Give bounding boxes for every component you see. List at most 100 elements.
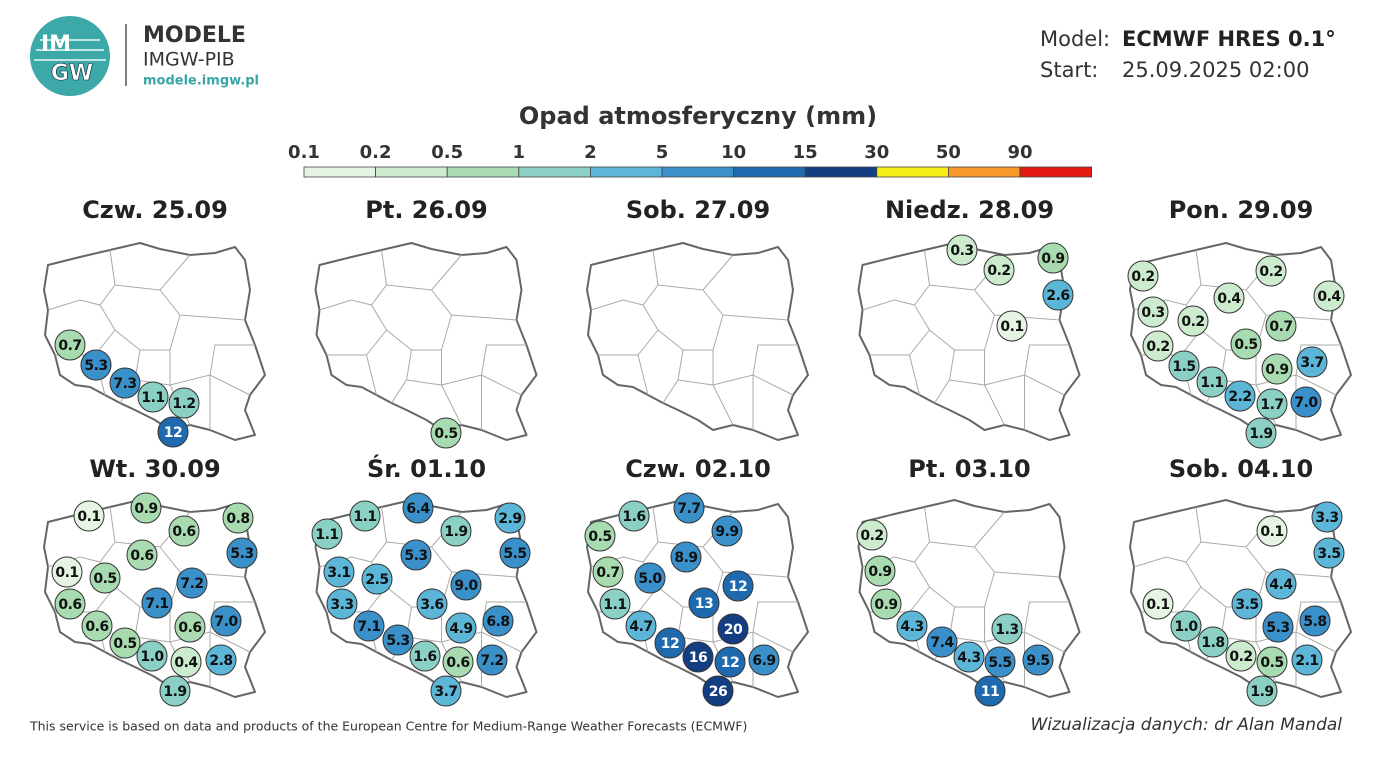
station-value: 3.5: [1235, 597, 1258, 613]
panel-title: Pt. 03.10: [908, 455, 1030, 483]
panel-title: Pt. 26.09: [365, 196, 487, 224]
station-marker: [996, 310, 1028, 342]
station-value: 26: [709, 684, 727, 700]
station-value: 0.4: [1217, 291, 1241, 307]
station-value: 0.9: [1041, 251, 1064, 267]
station-value: 0.9: [134, 501, 157, 517]
panel-title: Czw. 25.09: [82, 196, 228, 224]
station-marker: [1261, 353, 1293, 385]
legend-swatch: [375, 166, 448, 178]
station-value: 20: [724, 622, 743, 638]
station-marker: [1230, 328, 1262, 360]
station-value: 1.7: [1260, 397, 1283, 413]
model-label: Model:: [1040, 27, 1110, 51]
station-marker: [73, 500, 105, 532]
station-marker: [688, 587, 720, 619]
station-value: 0.5: [1260, 655, 1283, 671]
station-value: 0.2: [860, 528, 883, 544]
station-marker: [109, 367, 141, 399]
station-marker: [856, 519, 888, 551]
station-value: 1.1: [603, 597, 626, 613]
legend-tick-label: 0.2: [360, 142, 392, 163]
station-value: 5.0: [638, 571, 662, 587]
start-label: Start:: [1040, 58, 1098, 82]
station-marker: [157, 416, 189, 448]
map-outline: [857, 242, 1081, 441]
station-value: 12: [721, 655, 739, 671]
station-marker: [136, 640, 168, 672]
station-marker: [1177, 305, 1209, 337]
station-value: 1.0: [140, 649, 164, 665]
station-value: 0.2: [1181, 314, 1204, 330]
station-value: 3.3: [330, 597, 353, 613]
station-value: 1.9: [1250, 684, 1273, 700]
station-marker: [89, 562, 121, 594]
station-marker: [1265, 568, 1297, 600]
legend-tick-label: 15: [793, 142, 818, 163]
station-value: 0.9: [868, 564, 891, 580]
station-marker: [326, 588, 358, 620]
station-marker: [51, 556, 83, 588]
station-value: 1.8: [1201, 635, 1224, 651]
org: IMGW-PIB: [143, 49, 235, 71]
station-marker: [445, 612, 477, 644]
station-value: 7.2: [480, 653, 503, 669]
logo-text: IM: [41, 32, 71, 57]
station-marker: [991, 613, 1023, 645]
legend-swatch: [303, 166, 376, 178]
station-value: 6.8: [486, 614, 509, 630]
url: modele.imgw.pl: [143, 74, 259, 89]
station-marker: [592, 556, 624, 588]
station-marker: [80, 349, 112, 381]
panel: Śr. 01.10 1.1 6.4 1.9 2.9 1.1 5.3 5.5 3.1 2.5 9.0 3…: [311, 453, 538, 707]
station-value: 0.1: [1146, 597, 1169, 613]
station-marker: [1196, 366, 1228, 398]
station-marker: [349, 500, 381, 532]
station-marker: [361, 563, 393, 595]
station-value: 12: [661, 636, 679, 652]
station-marker: [946, 234, 978, 266]
station-value: 0.3: [1141, 305, 1164, 321]
station-value: 0.2: [1229, 649, 1252, 665]
station-marker: [476, 644, 508, 676]
panel-title: Pon. 29.09: [1169, 196, 1314, 224]
logo-text: GW: [51, 61, 93, 86]
station-marker: [416, 588, 448, 620]
station-value: 12: [164, 425, 182, 441]
map-outline: [586, 242, 809, 441]
station-value: 0.1: [1260, 524, 1283, 540]
source-note: This service is based on data and produc…: [29, 719, 747, 734]
station-marker: [625, 610, 657, 642]
station-marker: [174, 611, 206, 643]
station-value: 0.2: [1146, 339, 1169, 355]
station-marker: [670, 541, 702, 573]
station-value: 0.1: [77, 509, 100, 525]
station-marker: [1213, 282, 1245, 314]
station-marker: [1142, 588, 1174, 620]
station-marker: [714, 646, 746, 678]
station-marker: [618, 500, 650, 532]
station-value: 1.1: [353, 509, 376, 525]
station-value: 9.5: [1026, 653, 1049, 669]
legend-tick-label: 5: [656, 142, 669, 163]
map-outline: [314, 242, 538, 441]
station-value: 5.3: [230, 546, 253, 562]
panel-title: Sob. 27.09: [626, 196, 770, 224]
station-marker: [974, 675, 1006, 707]
station-value: 1.3: [995, 622, 1018, 638]
panel-title: Czw. 02.10: [625, 455, 771, 483]
station-marker: [494, 502, 526, 534]
station-value: 16: [689, 650, 707, 666]
station-value: 3.5: [1317, 546, 1340, 562]
station-value: 5.3: [1266, 620, 1289, 636]
station-marker: [409, 640, 441, 672]
panel: Sob. 27.09: [586, 196, 809, 441]
station-value: 1.9: [163, 684, 186, 700]
station-value: 9.9: [715, 524, 738, 540]
station-marker: [722, 570, 754, 602]
station-value: 4.9: [449, 621, 472, 637]
station-value: 0.7: [1269, 319, 1292, 335]
station-marker: [226, 537, 258, 569]
station-value: 0.5: [93, 571, 116, 587]
station-value: 0.6: [130, 548, 153, 564]
